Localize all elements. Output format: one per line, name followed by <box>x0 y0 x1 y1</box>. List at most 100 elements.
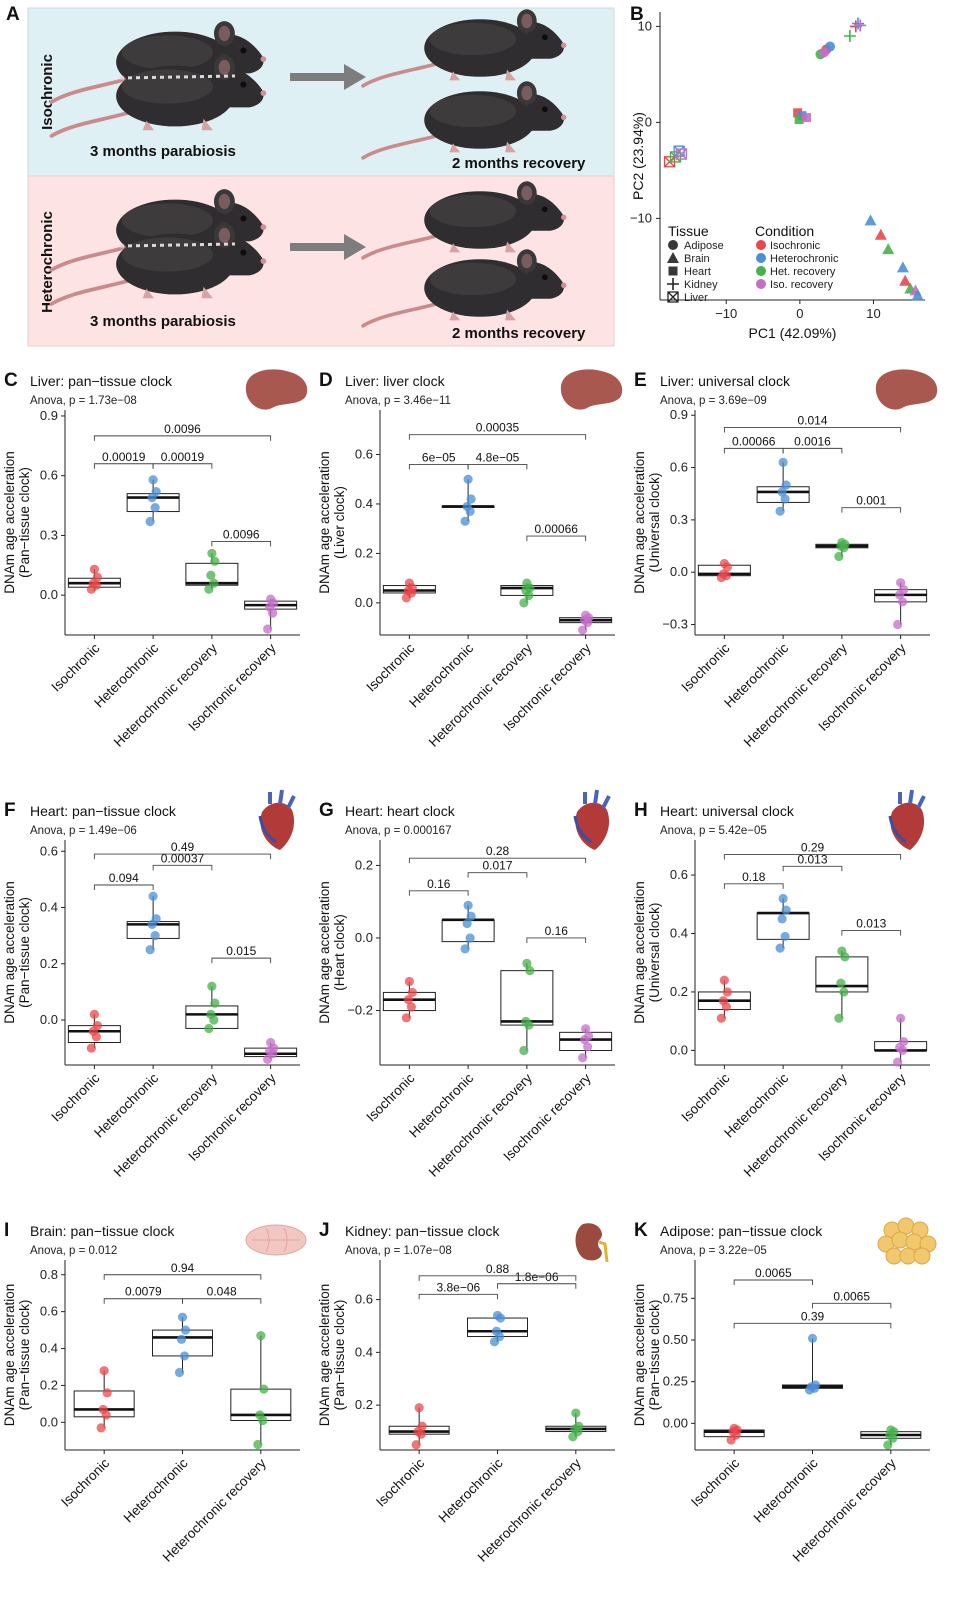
y-tick-label: 0.3 <box>670 512 688 527</box>
comparison-pvalue: 0.0065 <box>833 1289 870 1303</box>
comparison-pvalue: 0.014 <box>797 413 827 427</box>
panel-e: E Liver: universal clock Anova, p = 3.69e−… <box>632 369 938 750</box>
y-axis-label-sub: (Universal clock) <box>647 903 662 1003</box>
comparison-pvalue: 4.8e−05 <box>476 450 520 464</box>
x-tick-label: Heterochronic recovery <box>741 1070 850 1179</box>
panel-letter: H <box>634 800 648 821</box>
data-point <box>578 625 588 635</box>
data-point <box>92 572 102 582</box>
comparison-bracket <box>841 930 902 936</box>
panel-a: A Isochronic 3 months parabiosis 2 month… <box>6 4 615 347</box>
pca-axes: −10 0 10 −10 0 10 PC1 (42.09%) PC2 (23.94%) <box>630 12 925 341</box>
data-point <box>256 1331 266 1341</box>
data-point <box>179 1351 190 1361</box>
comparison-bracket <box>152 864 213 871</box>
legend-condition-marker <box>756 253 766 263</box>
y-tick-label: 0.4 <box>355 496 373 511</box>
brain-icon <box>245 1224 307 1256</box>
y-tick-label: 0.2 <box>40 1377 58 1392</box>
comparison-pvalue: 0.094 <box>109 871 139 885</box>
comparison-pvalue: 0.88 <box>486 1262 510 1276</box>
panel-title: Liver: universal clock <box>660 373 791 389</box>
heterochronic-arrow <box>290 234 366 260</box>
data-point <box>151 487 161 497</box>
data-point <box>896 578 906 588</box>
y-tick-label: 0.25 <box>663 1374 688 1389</box>
pca-point-kidney <box>854 19 867 32</box>
x-tick-label: Isochronic <box>58 1455 112 1509</box>
adipose-cell <box>891 1231 909 1249</box>
isochronic-right-caption: 2 months recovery <box>452 155 586 172</box>
liver-icon <box>875 369 938 410</box>
data-point <box>463 900 473 910</box>
data-point <box>145 516 155 527</box>
comparison-pvalue: 0.00037 <box>161 851 205 865</box>
y-axis-label: DNAm age acceleration <box>317 1284 332 1427</box>
data-point <box>898 597 908 607</box>
data-point <box>176 1334 187 1344</box>
pca-point-liver <box>675 148 687 160</box>
data-point <box>522 958 532 968</box>
heart-vein <box>258 815 277 844</box>
legend-tissue-label: Liver <box>684 292 708 304</box>
comparison-bracket <box>418 1293 498 1300</box>
liver-shape <box>560 369 623 410</box>
pca-x-axis-label: PC1 (42.09%) <box>749 325 837 341</box>
comparison-bracket <box>723 854 902 860</box>
data-point <box>781 480 791 490</box>
comparison-bracket <box>723 883 784 889</box>
pca-point-kidney <box>843 30 856 42</box>
legend-condition-label: Het. recovery <box>770 266 836 278</box>
pca-point-brain <box>899 274 912 286</box>
pca-y-tick-label: 10 <box>638 18 652 33</box>
data-point <box>174 1367 185 1378</box>
heart-vessels <box>898 789 926 809</box>
y-tick-label: 0.0 <box>355 930 373 945</box>
y-tick-label: 0.6 <box>670 460 688 475</box>
pca-y-axis-label: PC2 (23.94%) <box>630 112 646 200</box>
heart-vessels <box>268 789 296 809</box>
comparison-pvalue: 0.29 <box>801 841 825 855</box>
data-point <box>525 966 535 976</box>
y-tick-label: 0.9 <box>40 408 58 423</box>
data-point <box>177 1312 188 1322</box>
comparison-pvalue: 0.017 <box>482 859 512 873</box>
pca-point-heart <box>794 115 804 125</box>
comparison-bracket <box>526 535 587 542</box>
x-tick-label: Isochronic <box>363 640 417 694</box>
y-tick-label: 0.50 <box>663 1332 688 1347</box>
comparison-bracket <box>211 957 272 964</box>
legend-tissue-marker <box>667 291 679 303</box>
pca-point-brain <box>874 228 887 240</box>
data-point <box>893 1057 903 1067</box>
comparison-bracket <box>733 1279 813 1285</box>
pca-y-tick-label: −10 <box>630 210 652 225</box>
y-tick-label: 0.4 <box>40 1341 58 1356</box>
heart-vein <box>573 815 592 844</box>
data-point <box>465 933 475 943</box>
data-point <box>210 998 220 1008</box>
legend-tissue-marker <box>667 278 679 290</box>
data-point <box>151 914 161 924</box>
anova-text: Anova, p = 3.22e−05 <box>660 1245 767 1257</box>
panel-title: Heart: heart clock <box>345 803 456 819</box>
comparison-pvalue: 3.8e−06 <box>436 1280 480 1294</box>
data-point <box>92 1021 102 1031</box>
y-tick-label: 0.75 <box>663 1290 688 1305</box>
comparison-pvalue: 0.00019 <box>102 450 146 464</box>
isochronic-arrow <box>290 64 366 90</box>
data-point <box>729 1423 739 1433</box>
data-point <box>775 506 785 516</box>
heart-shape <box>575 802 610 850</box>
comparison-pvalue: 0.013 <box>797 852 827 866</box>
data-point <box>150 502 160 513</box>
panel-letter: I <box>4 1220 9 1241</box>
comparison-pvalue: 6e−05 <box>422 450 456 464</box>
heterochronic-parabiosis-pair <box>49 187 269 306</box>
heart-vessels <box>583 789 611 809</box>
data-point <box>581 1024 591 1034</box>
anova-text: Anova, p = 0.012 <box>30 1245 117 1257</box>
panel-letter: E <box>634 370 647 391</box>
comparison-bracket <box>812 1302 892 1309</box>
comparison-pvalue: 0.0079 <box>125 1285 162 1299</box>
